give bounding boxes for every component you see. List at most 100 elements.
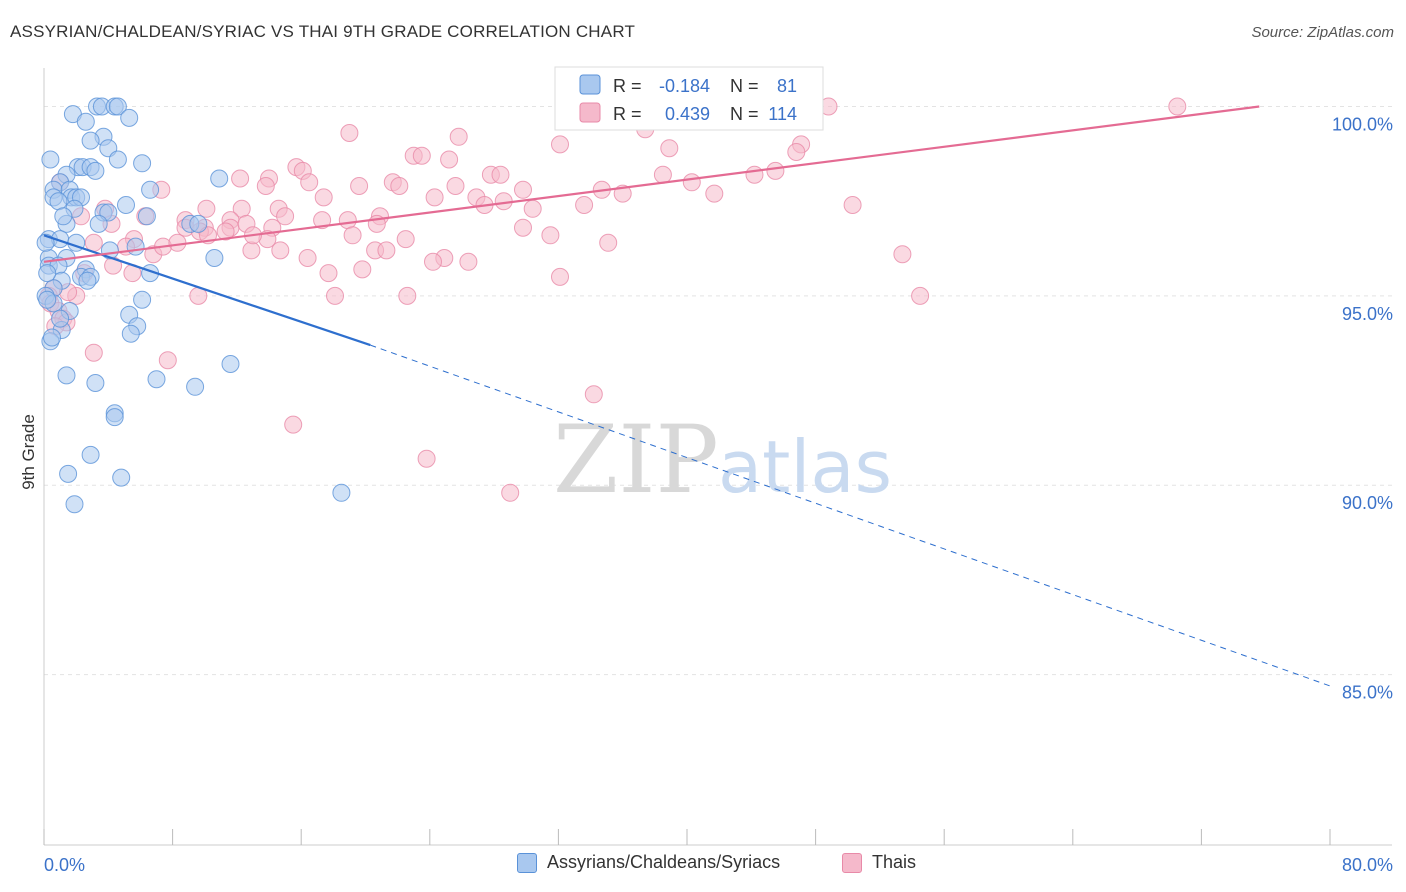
y-tick-label-2: 95.0% [1342,304,1393,324]
thais-point-104 [377,241,396,260]
assyrians-point-49 [78,271,97,290]
y-tick-label-1: 90.0% [1342,493,1393,513]
thais-point-61 [396,230,415,249]
thais-point-69 [271,241,290,260]
legend-swatch-blue [517,852,537,873]
legend-label-assyrians: Assyrians/Chaldeans/Syriacs [547,852,781,872]
series-assyrians-points [36,97,351,514]
assyrians-point-80 [41,150,60,169]
thais-point-110 [787,143,806,161]
thais-point-106 [523,199,542,218]
thais-point-95 [284,415,303,434]
thais-point-27 [446,177,465,195]
trend-lines [43,105,1331,687]
assyrians-point-18 [210,169,229,188]
thais-point-97 [501,483,520,502]
assyrians-point-11 [133,154,152,173]
legend-item-assyrians[interactable]: Assyrians/Chaldeans/Syriacs [517,852,780,873]
thais-point-12 [412,146,431,165]
assyrians-point-8 [81,131,100,150]
x-tick-labels: 0.0% 80.0% [44,855,1393,875]
thais-point-112 [216,222,235,241]
assyrians-point-70 [65,495,84,514]
thais-point-77 [551,267,569,286]
assyrians-point-74 [43,328,61,347]
legend-top-pink-r-value: 0.439 [665,104,710,124]
thais-point-108 [705,184,724,203]
thais-point-107 [682,173,701,192]
assyrians-point-79 [117,196,135,214]
thais-point-9 [660,139,679,158]
thais-point-81 [326,286,344,305]
thais-point-72 [893,245,912,264]
legend-top-blue-swatch [579,74,601,95]
thais-point-65 [242,241,261,260]
assyrians-point-64 [186,377,205,396]
assyrians-point-38 [126,237,145,256]
thais-point-21 [491,165,510,184]
assyrians-point-67 [81,445,100,464]
assyrians-point-58 [121,324,140,343]
legend-top-pink-r-label: R = [613,104,642,124]
assyrians-point-10 [108,150,127,169]
thais-point-75 [319,264,338,283]
thais-point-6 [449,127,468,146]
thais-point-45 [313,211,332,230]
legend-top-pink-swatch [579,102,601,123]
assyrians-point-26 [49,192,68,211]
legend-item-thais[interactable]: Thais [842,852,916,873]
thais-point-23 [745,165,764,184]
thais-point-25 [350,177,369,195]
thais-point-93 [158,351,177,370]
assyrians-point-66 [105,408,124,427]
thais-point-82 [398,286,417,305]
chart-title: ASSYRIAN/CHALDEAN/SYRIAC VS THAI 9TH GRA… [10,22,636,41]
thais-point-8 [551,135,569,154]
thais-point-40 [843,196,862,214]
thais-point-16 [231,169,250,188]
thais-trend-line [43,105,1260,263]
assyrians-point-77 [54,207,73,226]
thais-point-57 [343,226,362,245]
thais-point-84 [911,286,930,305]
assyrians-trend-extension [370,344,1331,687]
thais-point-96 [417,449,436,468]
assyrians-point-62 [147,370,166,389]
assyrians-point-69 [112,468,131,487]
assyrians-point-71 [332,483,351,502]
assyrians-point-34 [189,214,208,233]
thais-point-39 [575,196,594,214]
assyrians-point-76 [38,264,57,283]
legend-swatch-pink [842,852,862,873]
axes [43,68,1392,846]
assyrians-point-5 [120,108,139,127]
assyrians-point-30 [137,207,156,226]
watermark-zip: ZIP [553,406,719,515]
assyrians-point-15 [86,161,105,180]
legend-top-pink-n-value: 114 [768,104,797,124]
x-tick-label-0: 0.0% [44,855,85,875]
thais-point-46 [338,211,357,230]
thais-point-22 [653,165,672,184]
assyrians-point-72 [38,290,57,309]
legend-top-pink-n-label: N = [730,104,759,124]
thais-point-18 [300,173,319,192]
thais-point-70 [424,252,442,271]
thais-point-92 [84,343,103,362]
thais-point-5 [340,124,359,142]
thais-point-62 [599,233,618,252]
y-tick-label-0: 85.0% [1342,683,1393,703]
assyrians-point-32 [89,214,108,233]
legend-top: R = -0.184 N = 81 R = 0.439 N = 114 [554,66,824,131]
assyrians-point-21 [141,180,160,199]
legend-top-blue-r-label: R = [613,76,642,96]
assyrians-point-75 [51,309,70,328]
watermark: ZIP atlas [553,406,892,515]
assyrians-point-60 [221,355,240,373]
legend-top-blue-r-value: -0.184 [659,76,710,96]
assyrians-point-52 [133,290,152,309]
assyrians-point-41 [205,249,224,267]
thais-point-109 [766,161,785,180]
thais-point-111 [168,233,187,252]
